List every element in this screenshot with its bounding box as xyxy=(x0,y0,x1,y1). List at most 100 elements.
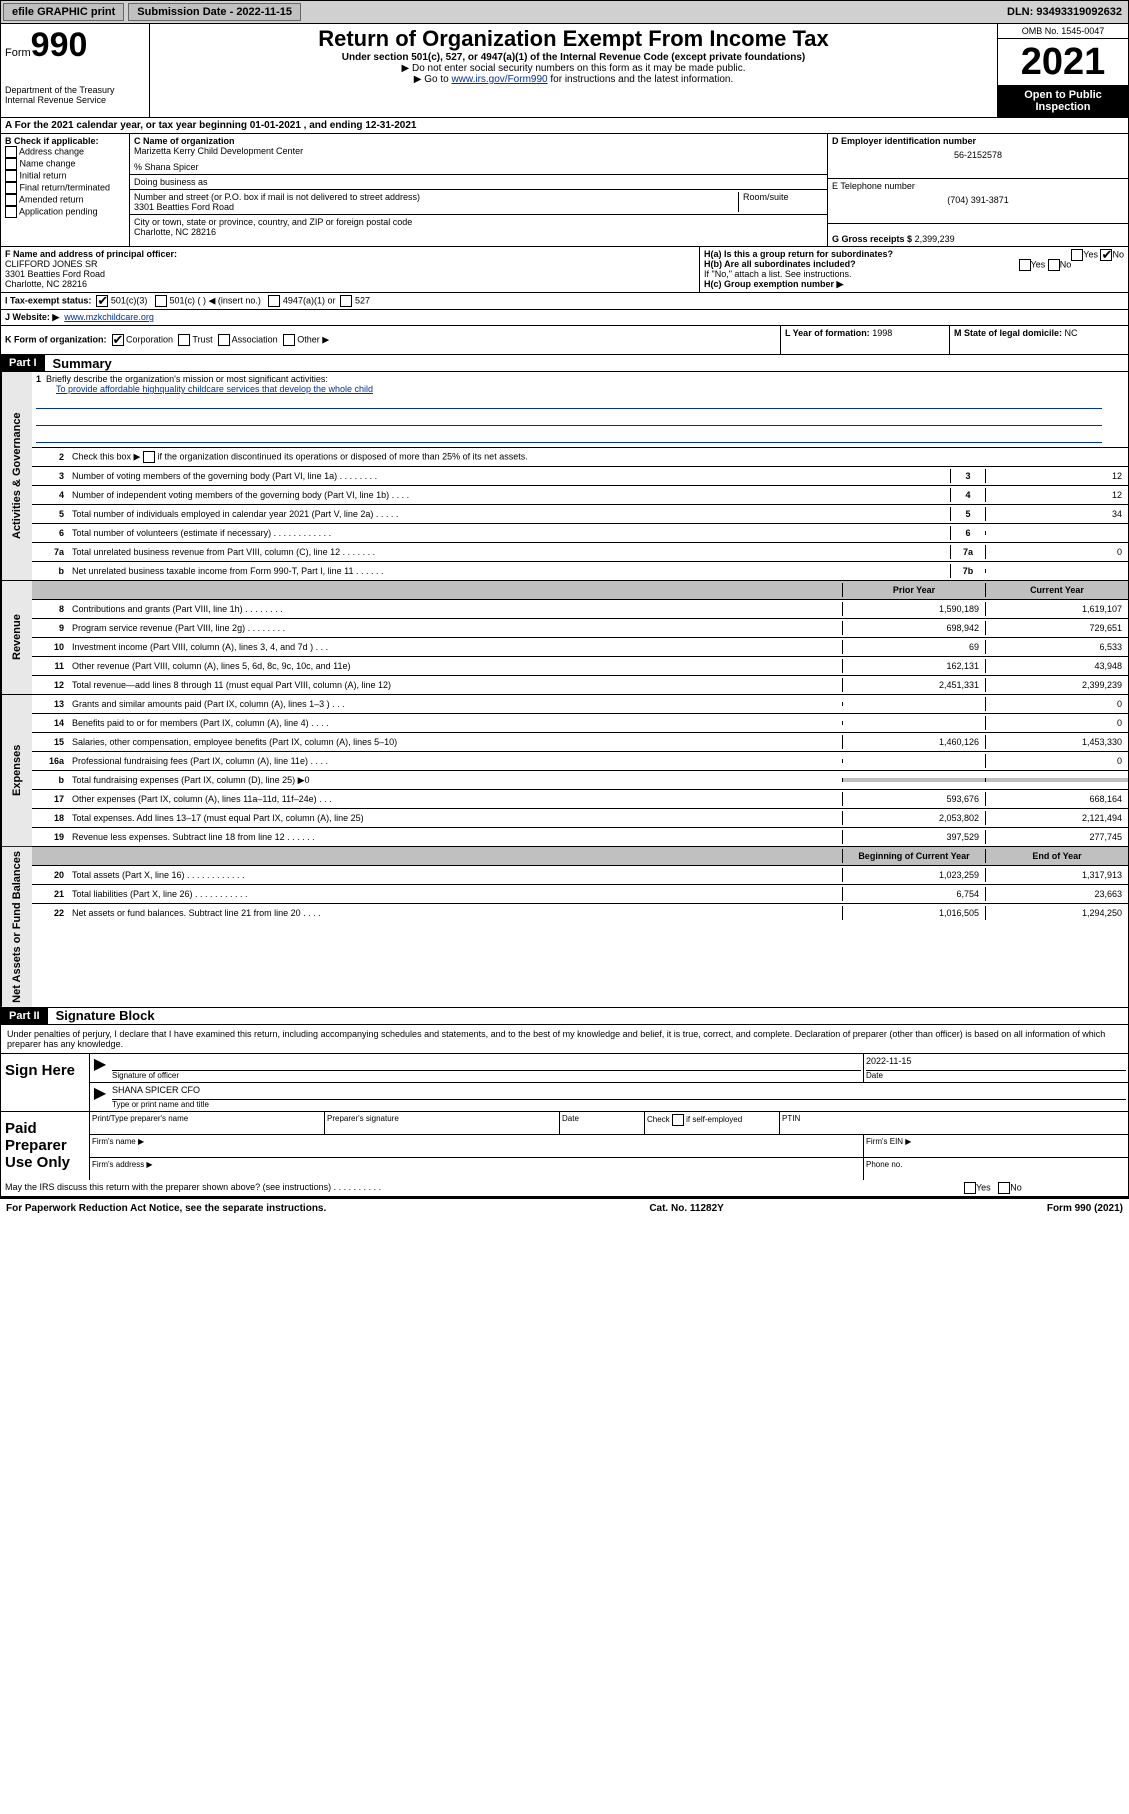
paid-preparer-table: Paid Preparer Use Only Print/Type prepar… xyxy=(1,1111,1128,1180)
chk-4947[interactable] xyxy=(268,295,280,307)
tax-status-cell: I Tax-exempt status: 501(c)(3) 501(c) ( … xyxy=(1,293,1128,309)
line2-checkbox[interactable] xyxy=(143,451,155,463)
ha-no-box[interactable] xyxy=(1100,249,1112,261)
net-current: 23,663 xyxy=(985,887,1128,901)
check-label: Check xyxy=(647,1115,670,1124)
part1-title: Summary xyxy=(45,356,112,371)
checkbox-amended[interactable] xyxy=(5,194,17,206)
form-title-box: Return of Organization Exempt From Incom… xyxy=(150,24,997,117)
lbl-other: Other ▶ xyxy=(297,334,329,344)
exp-num: 16a xyxy=(32,754,68,768)
part2-title: Signature Block xyxy=(48,1008,155,1023)
exp-current: 0 xyxy=(985,697,1128,711)
exp-num: 15 xyxy=(32,735,68,749)
chk-pending: Application pending xyxy=(5,206,125,218)
k-label: K Form of organization: xyxy=(5,334,107,344)
gov-num: 5 xyxy=(32,507,68,521)
gov-val: 12 xyxy=(985,488,1128,502)
dept-treasury: Department of the Treasury xyxy=(5,85,145,95)
exp-num: 14 xyxy=(32,716,68,730)
org-name: Marizetta Kerry Child Development Center xyxy=(134,146,823,156)
exp-num: 18 xyxy=(32,811,68,825)
checkbox-name[interactable] xyxy=(5,158,17,170)
gov-box: 7b xyxy=(950,564,985,578)
mission-line3 xyxy=(36,430,1102,443)
gross-value: 2,399,239 xyxy=(915,234,955,244)
net-label: Total liabilities (Part X, line 26) . . … xyxy=(68,887,842,901)
self-emp-cell: Check if self-employed xyxy=(644,1112,779,1134)
sig-row2: ▶ SHANA SPICER CFO Type or print name an… xyxy=(90,1083,1128,1111)
gov-body: 1 Briefly describe the organization's mi… xyxy=(32,372,1128,580)
vert-net: Net Assets or Fund Balances xyxy=(1,847,32,1007)
m-label: M State of legal domicile: xyxy=(954,328,1062,338)
net-hdr-spacer xyxy=(32,854,68,858)
sig-officer-line[interactable] xyxy=(112,1056,861,1071)
box-f: F Name and address of principal officer:… xyxy=(1,247,699,292)
irs-link[interactable]: www.irs.gov/Form990 xyxy=(451,74,547,85)
lbl-4947: 4947(a)(1) or xyxy=(283,295,336,305)
may-irs-row: May the IRS discuss this return with the… xyxy=(1,1180,1128,1196)
chk-self-employed[interactable] xyxy=(672,1114,684,1126)
gov-line-b: bNet unrelated business taxable income f… xyxy=(32,562,1128,580)
hb-no-box[interactable] xyxy=(1048,259,1060,271)
signature-block: Under penalties of perjury, I declare th… xyxy=(0,1025,1129,1197)
lbl-527: 527 xyxy=(355,295,370,305)
current-year-hdr: Current Year xyxy=(985,583,1128,597)
sign-here-right: ▶ Signature of officer 2022-11-15 Date ▶… xyxy=(90,1054,1128,1111)
rev-prior: 2,451,331 xyxy=(842,678,985,692)
public-inspection: Open to Public Inspection xyxy=(998,85,1128,117)
net-num: 21 xyxy=(32,887,68,901)
line1-num: 1 xyxy=(36,374,41,384)
rev-line-8: 8Contributions and grants (Part VIII, li… xyxy=(32,600,1128,619)
sig-officer-label: Signature of officer xyxy=(112,1071,861,1080)
gov-box: 5 xyxy=(950,507,985,521)
checkbox-final[interactable] xyxy=(5,182,17,194)
checkbox-address[interactable] xyxy=(5,146,17,158)
line2: 2 Check this box ▶ if the organization d… xyxy=(32,448,1128,467)
hb-yes-box[interactable] xyxy=(1019,259,1031,271)
end-year-hdr: End of Year xyxy=(985,849,1128,863)
website-cell: J Website: ▶ www.mzkchildcare.org xyxy=(1,310,1128,325)
mission-wrap: 1 Briefly describe the organization's mi… xyxy=(36,374,328,384)
efile-print-button[interactable]: efile GRAPHIC print xyxy=(3,3,124,21)
prep-row3: Firm's address ▶ Phone no. xyxy=(90,1158,1128,1180)
may-yes: Yes xyxy=(976,1182,991,1192)
exp-line-16a: 16aProfessional fundraising fees (Part I… xyxy=(32,752,1128,771)
gross-cell: G Gross receipts $ 2,399,239 xyxy=(828,224,1128,246)
chk-501c3[interactable] xyxy=(96,295,108,307)
gov-box: 4 xyxy=(950,488,985,502)
gov-line-3: 3Number of voting members of the governi… xyxy=(32,467,1128,486)
may-yes-box[interactable] xyxy=(964,1182,976,1194)
lbl-name: Name change xyxy=(20,158,76,168)
chk-trust[interactable] xyxy=(178,334,190,346)
may-no-box[interactable] xyxy=(998,1182,1010,1194)
submission-date-button[interactable]: Submission Date - 2022-11-15 xyxy=(128,3,301,21)
chk-corp[interactable] xyxy=(112,334,124,346)
chk-other[interactable] xyxy=(283,334,295,346)
mission-text[interactable]: To provide affordable highquality childc… xyxy=(36,384,373,394)
checkbox-pending[interactable] xyxy=(5,206,17,218)
checkbox-initial[interactable] xyxy=(5,170,17,182)
omb-number: OMB No. 1545-0047 xyxy=(998,24,1128,39)
form-number-box: Form990 Department of the Treasury Inter… xyxy=(1,24,150,117)
chk-527[interactable] xyxy=(340,295,352,307)
netassets-section: Net Assets or Fund Balances Beginning of… xyxy=(0,847,1129,1008)
irs-label: Internal Revenue Service xyxy=(5,95,145,105)
chk-501c[interactable] xyxy=(155,295,167,307)
chk-assoc[interactable] xyxy=(218,334,230,346)
net-prior: 1,016,505 xyxy=(842,906,985,920)
sig-arrow2: ▶ xyxy=(90,1083,110,1111)
website-link[interactable]: www.mzkchildcare.org xyxy=(64,312,154,322)
sig-officer-cell: Signature of officer xyxy=(110,1054,863,1082)
form-990-page: efile GRAPHIC print Submission Date - 20… xyxy=(0,0,1129,1218)
gov-label: Total number of volunteers (estimate if … xyxy=(68,526,950,540)
gov-label: Number of voting members of the governin… xyxy=(68,469,950,483)
footer-left: For Paperwork Reduction Act Notice, see … xyxy=(6,1203,326,1214)
hb-label: H(b) Are all subordinates included? xyxy=(704,259,856,269)
ha-yes-box[interactable] xyxy=(1071,249,1083,261)
org-name-cell: C Name of organization Marizetta Kerry C… xyxy=(130,134,827,175)
prep-date-label: Date xyxy=(559,1112,644,1134)
line2-label: Check this box ▶ if the organization dis… xyxy=(68,449,1128,465)
gov-line-6: 6Total number of volunteers (estimate if… xyxy=(32,524,1128,543)
dln-label: DLN: 93493319092632 xyxy=(1007,6,1128,18)
